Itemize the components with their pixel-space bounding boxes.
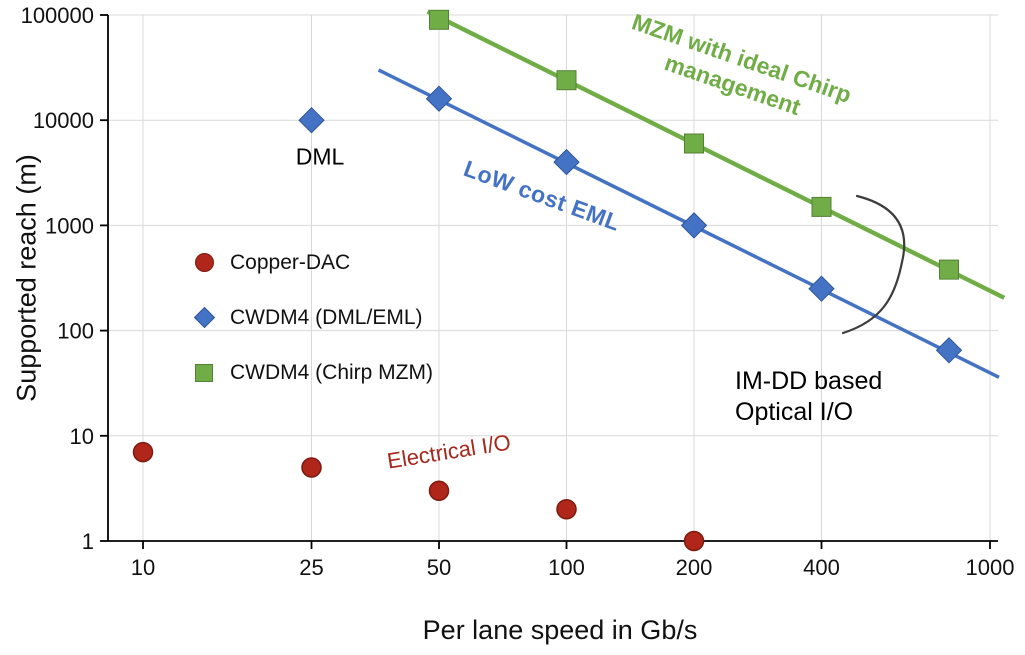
data-point-cwdm4-dml-eml <box>553 148 580 176</box>
legend-item-copper-dac: Copper-DAC <box>192 250 433 275</box>
trendline-cwdm4-chirp-mzm <box>426 9 1006 300</box>
data-point-copper-dac <box>301 457 322 478</box>
data-point-cwdm4-dml-eml <box>298 106 325 134</box>
x-tick-label: 1000 <box>966 555 1015 580</box>
legend-item-cwdm4-chirp-mzm: CWDM4 (Chirp MZM) <box>192 360 433 385</box>
diamond-marker-icon <box>192 306 216 330</box>
data-point-copper-dac <box>556 499 577 520</box>
square-marker-icon <box>192 361 216 385</box>
x-tick-label: 200 <box>676 555 713 580</box>
legend-label: CWDM4 (Chirp MZM) <box>230 360 433 384</box>
legend-label: Copper-DAC <box>230 250 351 274</box>
x-tick-label: 10 <box>131 555 155 580</box>
x-tick-label: 400 <box>803 555 840 580</box>
data-point-cwdm4-chirp-mzm <box>429 9 449 30</box>
y-tick-label: 1 <box>82 529 94 554</box>
x-tick-label: 25 <box>299 555 323 580</box>
x-tick-label: 100 <box>548 555 585 580</box>
data-point-copper-dac <box>132 441 154 463</box>
data-point-cwdm4-dml-eml <box>680 212 708 239</box>
data-point-cwdm4-dml-eml <box>935 337 963 364</box>
data-point-cwdm4-chirp-mzm <box>939 259 959 280</box>
y-tick-label: 100 <box>57 319 94 344</box>
data-point-cwdm4-dml-eml <box>425 85 453 112</box>
y-tick-label: 10 <box>70 424 94 449</box>
y-tick-label: 1000 <box>45 213 94 238</box>
legend: Copper-DAC CWDM4 (DML/EML) CWDM4 (Chirp MZ… <box>192 250 433 385</box>
data-point-copper-dac <box>683 530 705 552</box>
data-point-cwdm4-chirp-mzm <box>811 196 832 217</box>
brace-icon <box>841 194 906 335</box>
circle-marker-icon <box>192 251 216 275</box>
y-tick-label: 100000 <box>21 3 94 28</box>
data-point-cwdm4-chirp-mzm <box>684 133 704 154</box>
annotation-imdd-optical-io: IM-DD based Optical I/O <box>735 367 883 427</box>
x-tick-label: 50 <box>427 555 451 580</box>
legend-item-cwdm4-dml-eml: CWDM4 (DML/EML) <box>192 305 433 330</box>
legend-label: CWDM4 (DML/EML) <box>230 305 423 329</box>
data-point-cwdm4-chirp-mzm <box>556 70 577 91</box>
x-axis-title: Per lane speed in Gb/s <box>422 615 698 645</box>
data-point-cwdm4-dml-eml <box>808 275 835 302</box>
data-point-copper-dac <box>428 480 450 502</box>
annotation-dml: DML <box>295 143 345 170</box>
y-tick-label: 10000 <box>33 108 94 133</box>
y-axis-title: Supported reach (m) <box>11 154 42 402</box>
